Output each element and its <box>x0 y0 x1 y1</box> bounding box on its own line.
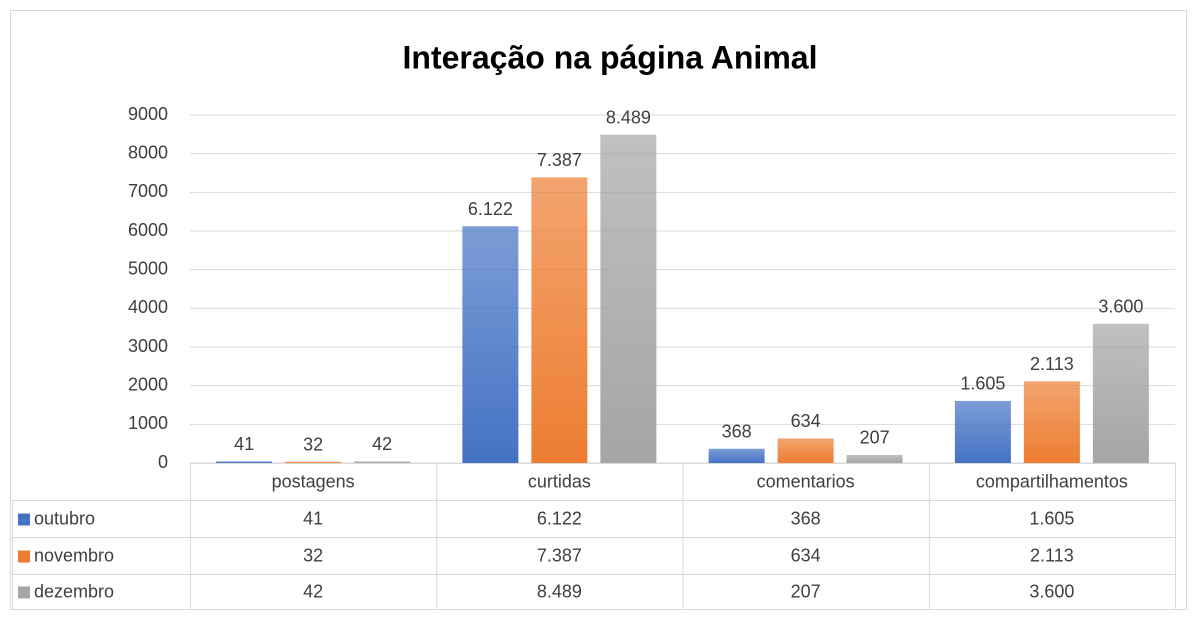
bar <box>954 400 1011 463</box>
table-cell: 32 <box>303 545 323 565</box>
bar <box>777 438 834 463</box>
table-cell: 6.122 <box>537 508 582 528</box>
table-cell: 1.605 <box>1029 508 1074 528</box>
legend-label: dezembro <box>34 581 114 601</box>
table-header: comentarios <box>757 471 855 491</box>
table-cell: 634 <box>791 545 821 565</box>
table-cell: 368 <box>791 508 821 528</box>
y-tick-label: 2000 <box>128 374 168 394</box>
bar <box>1023 381 1080 463</box>
y-tick-label: 7000 <box>128 181 168 201</box>
y-tick-label: 3000 <box>128 336 168 356</box>
y-tick-label: 0 <box>158 452 168 472</box>
table-cell: 2.113 <box>1030 545 1074 565</box>
y-tick-label: 6000 <box>128 220 168 240</box>
table-cell: 7.387 <box>537 545 582 565</box>
bar <box>1092 323 1149 463</box>
bar <box>708 448 765 463</box>
bar <box>285 461 342 463</box>
bar <box>354 461 411 463</box>
y-tick-label: 9000 <box>128 104 168 124</box>
table-cell: 207 <box>791 581 821 601</box>
chart-title: Interação na página Animal <box>403 39 818 75</box>
data-label: 368 <box>722 422 752 442</box>
y-tick-label: 1000 <box>128 413 168 433</box>
table-cell: 41 <box>303 508 323 528</box>
data-label: 3.600 <box>1098 297 1143 317</box>
bar <box>600 134 657 463</box>
table-cell: 8.489 <box>537 581 582 601</box>
table-header: postagens <box>272 471 355 491</box>
y-tick-label: 8000 <box>128 142 168 162</box>
legend-swatch <box>18 550 30 563</box>
data-label: 2.113 <box>1030 354 1074 374</box>
bar <box>216 461 273 463</box>
table-header: curtidas <box>528 471 591 491</box>
bar <box>462 226 519 463</box>
data-label: 32 <box>303 435 323 455</box>
data-label: 6.122 <box>468 199 513 219</box>
data-label: 8.489 <box>606 108 651 128</box>
data-label: 41 <box>234 434 254 454</box>
legend-swatch <box>18 586 30 599</box>
y-tick-label: 5000 <box>128 258 168 278</box>
legend-label: outubro <box>34 508 95 528</box>
y-tick-label: 4000 <box>128 297 168 317</box>
data-label: 1.605 <box>960 374 1005 394</box>
table-header: compartilhamentos <box>976 471 1128 491</box>
data-label: 42 <box>372 434 392 454</box>
legend-swatch <box>18 513 30 526</box>
bar <box>846 454 903 463</box>
table-cell: 3.600 <box>1029 581 1074 601</box>
data-label: 7.387 <box>537 150 582 170</box>
data-label: 634 <box>791 411 821 431</box>
bar <box>531 177 588 464</box>
legend-label: novembro <box>34 545 114 565</box>
table-cell: 42 <box>303 581 323 601</box>
chart-border <box>10 10 1187 610</box>
data-label: 207 <box>860 428 890 448</box>
